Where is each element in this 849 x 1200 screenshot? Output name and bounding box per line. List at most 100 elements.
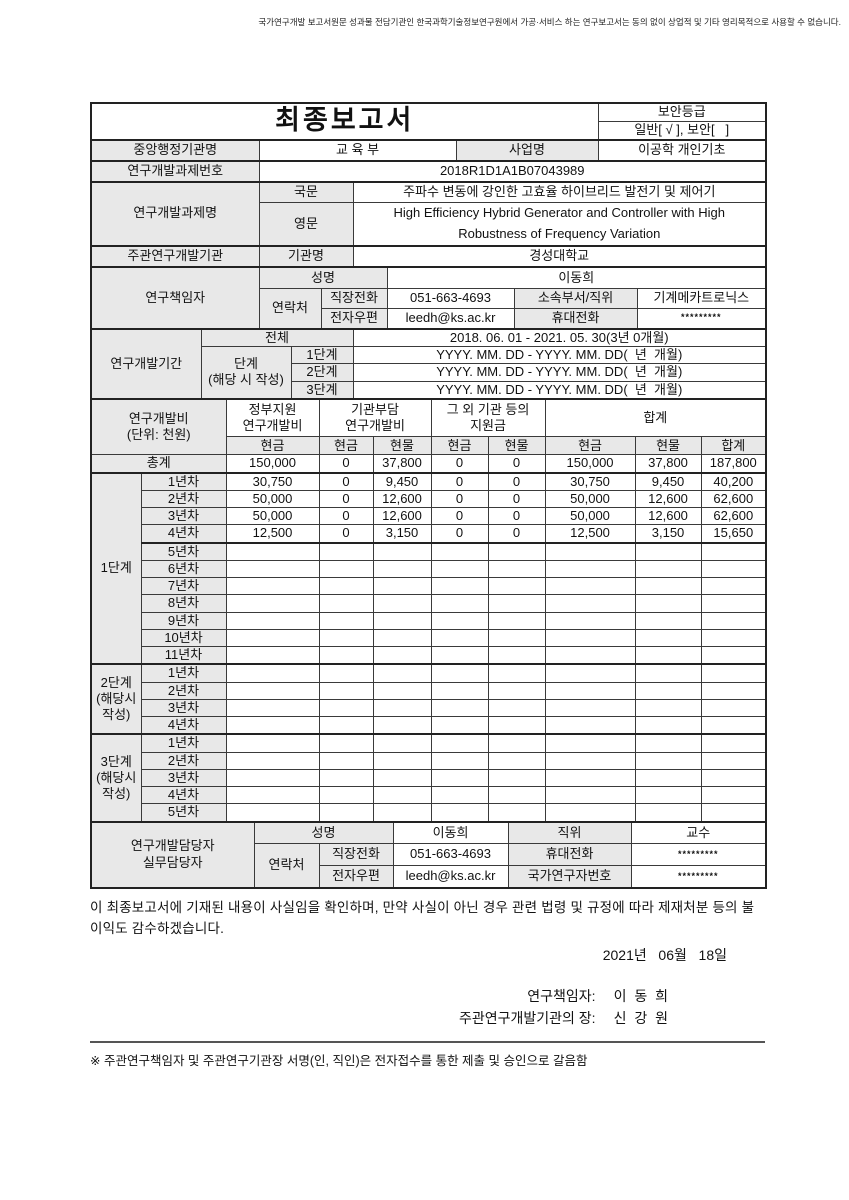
budget-cell bbox=[225, 768, 320, 788]
manager-email-label: 전자우편 bbox=[318, 865, 394, 889]
security-grade-label: 보안등급 bbox=[597, 102, 767, 122]
budget-cell bbox=[430, 768, 489, 788]
budget-cell bbox=[544, 698, 636, 718]
declaration-text: 이 최종보고서에 기재된 내용이 사실임을 확인하며, 만약 사실이 아닌 경우… bbox=[90, 899, 755, 936]
budget-cell bbox=[225, 803, 320, 822]
budget-cell: 0 bbox=[430, 507, 489, 526]
budget-cell bbox=[372, 716, 432, 735]
budget-year-label: 7년차 bbox=[140, 577, 227, 596]
budget-cell bbox=[372, 768, 432, 788]
manager-researcher-no-label: 국가연구자번호 bbox=[507, 865, 632, 889]
budget-total-label: 총계 bbox=[90, 454, 227, 474]
budget-cell: 0 bbox=[430, 471, 489, 491]
pi-email-label: 전자우편 bbox=[320, 307, 388, 329]
org-head-signature-label: 주관연구개발기관의 장: bbox=[458, 1010, 596, 1027]
budget-cell bbox=[430, 559, 489, 579]
budget-cell bbox=[225, 594, 320, 613]
budget-cell bbox=[634, 716, 702, 735]
period-stage3-value: YYYY. MM. DD - YYYY. MM. DD( 년 개월) bbox=[352, 380, 767, 399]
pi-phone: 051-663-4693 bbox=[386, 287, 515, 309]
agency-label: 중앙행정기관명 bbox=[90, 139, 260, 161]
org-head-signature-name: 신 강 원 bbox=[613, 1010, 670, 1027]
budget-cell bbox=[430, 733, 489, 753]
budget-cell bbox=[634, 733, 702, 753]
budget-year-label: 1년차 bbox=[140, 471, 227, 491]
budget-cell bbox=[487, 733, 546, 753]
program-value: 이공학 개인기초 bbox=[597, 139, 767, 161]
manager-name: 이동희 bbox=[392, 821, 509, 845]
budget-cell bbox=[634, 751, 702, 770]
manager-name-label: 성명 bbox=[253, 821, 394, 845]
budget-cell: 0 bbox=[318, 489, 374, 509]
budget-cell bbox=[634, 594, 702, 613]
budget-cell bbox=[487, 559, 546, 579]
budget-cell bbox=[544, 577, 636, 596]
budget-cell bbox=[544, 663, 636, 683]
budget-cell bbox=[700, 559, 767, 579]
budget-subcol: 현금 bbox=[544, 436, 636, 456]
budget-label: 연구개발비 (단위: 천원) bbox=[90, 398, 227, 456]
budget-cell bbox=[700, 698, 767, 718]
budget-total-cell: 0 bbox=[318, 454, 374, 474]
project-title-kor: 주파수 변동에 강인한 고효율 하이브리드 발전기 및 제어기 bbox=[352, 181, 767, 203]
budget-cell bbox=[544, 611, 636, 630]
budget-year-label: 3년차 bbox=[140, 698, 227, 718]
budget-cell bbox=[318, 716, 374, 735]
budget-year-label: 11년차 bbox=[140, 646, 227, 665]
budget-cell bbox=[544, 768, 636, 788]
budget-cell bbox=[318, 559, 374, 579]
budget-cell bbox=[430, 594, 489, 613]
budget-cell: 0 bbox=[430, 524, 489, 544]
budget-group-gov: 정부지원 연구개발비 bbox=[225, 398, 320, 438]
budget-subcol: 현물 bbox=[487, 436, 546, 456]
budget-cell bbox=[430, 803, 489, 822]
budget-cell: 0 bbox=[318, 524, 374, 544]
budget-stage-label: 3단계 (해당시 작성) bbox=[90, 733, 142, 822]
period-label: 연구개발기간 bbox=[90, 328, 202, 399]
budget-cell bbox=[372, 628, 432, 648]
budget-year-label: 4년차 bbox=[140, 524, 227, 544]
budget-stage-label: 2단계 (해당시 작성) bbox=[90, 663, 142, 735]
budget-cell bbox=[225, 577, 320, 596]
budget-cell: 0 bbox=[487, 524, 546, 544]
budget-cell: 12,600 bbox=[372, 489, 432, 509]
budget-cell: 9,450 bbox=[372, 471, 432, 491]
budget-year-label: 3년차 bbox=[140, 768, 227, 788]
lead-org-value: 경성대학교 bbox=[352, 244, 767, 268]
budget-cell bbox=[634, 786, 702, 805]
budget-cell bbox=[544, 803, 636, 822]
period-stage1-label: 1단계 bbox=[290, 346, 354, 365]
budget-total-cell: 150,000 bbox=[544, 454, 636, 474]
budget-cell bbox=[225, 716, 320, 735]
budget-year-label: 5년차 bbox=[140, 803, 227, 822]
budget-cell bbox=[318, 646, 374, 665]
budget-cell bbox=[318, 768, 374, 788]
pi-contact-label: 연락처 bbox=[258, 287, 322, 329]
budget-cell bbox=[700, 594, 767, 613]
project-title-kor-label: 국문 bbox=[258, 181, 354, 203]
period-stage2-value: YYYY. MM. DD - YYYY. MM. DD( 년 개월) bbox=[352, 363, 767, 382]
program-label: 사업명 bbox=[455, 139, 599, 161]
budget-cell bbox=[700, 786, 767, 805]
budget-cell bbox=[487, 594, 546, 613]
budget-cell bbox=[544, 786, 636, 805]
budget-year-label: 4년차 bbox=[140, 786, 227, 805]
budget-cell bbox=[372, 559, 432, 579]
budget-cell bbox=[487, 681, 546, 700]
budget-cell bbox=[634, 803, 702, 822]
budget-cell bbox=[372, 803, 432, 822]
title-section: 최종보고서 보안등급 일반[ √ ], 보안[ ] bbox=[90, 102, 767, 140]
budget-cell bbox=[372, 663, 432, 683]
budget-cell bbox=[634, 577, 702, 596]
budget-cell bbox=[430, 698, 489, 718]
manager-position-label: 직위 bbox=[507, 821, 632, 845]
budget-cell bbox=[372, 751, 432, 770]
org-head-signature-line: 주관연구개발기관의 장: 신 강 원 bbox=[90, 1007, 765, 1029]
budget-cell bbox=[430, 646, 489, 665]
budget-subcol: 현물 bbox=[372, 436, 432, 456]
budget-cell bbox=[700, 611, 767, 630]
pi-dept-label: 소속부서/직위 bbox=[513, 287, 638, 309]
budget-cell: 40,200 bbox=[700, 471, 767, 491]
pi-dept: 기계메카트로닉스 bbox=[636, 287, 767, 309]
budget-subcol: 현금 bbox=[225, 436, 320, 456]
